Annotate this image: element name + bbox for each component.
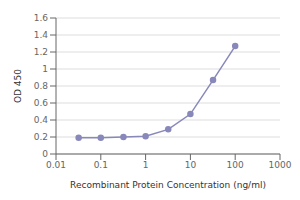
svg-text:0.01: 0.01 xyxy=(46,160,66,170)
svg-text:10: 10 xyxy=(185,160,197,170)
svg-text:0.2: 0.2 xyxy=(34,132,48,142)
svg-text:100: 100 xyxy=(227,160,244,170)
svg-text:1.4: 1.4 xyxy=(34,30,49,40)
svg-text:Recombinant Protein Concentrat: Recombinant Protein Concentration (ng/ml… xyxy=(70,180,266,190)
svg-text:0: 0 xyxy=(42,149,48,159)
svg-text:1: 1 xyxy=(143,160,149,170)
svg-text:OD 450: OD 450 xyxy=(13,69,23,103)
svg-text:1.6: 1.6 xyxy=(34,13,49,23)
svg-text:1000: 1000 xyxy=(269,160,292,170)
svg-text:0.8: 0.8 xyxy=(34,81,49,91)
svg-text:0.4: 0.4 xyxy=(34,115,49,125)
svg-text:0.6: 0.6 xyxy=(34,98,49,108)
svg-text:0.1: 0.1 xyxy=(94,160,108,170)
svg-text:1: 1 xyxy=(42,64,48,74)
svg-text:1.2: 1.2 xyxy=(34,47,48,57)
